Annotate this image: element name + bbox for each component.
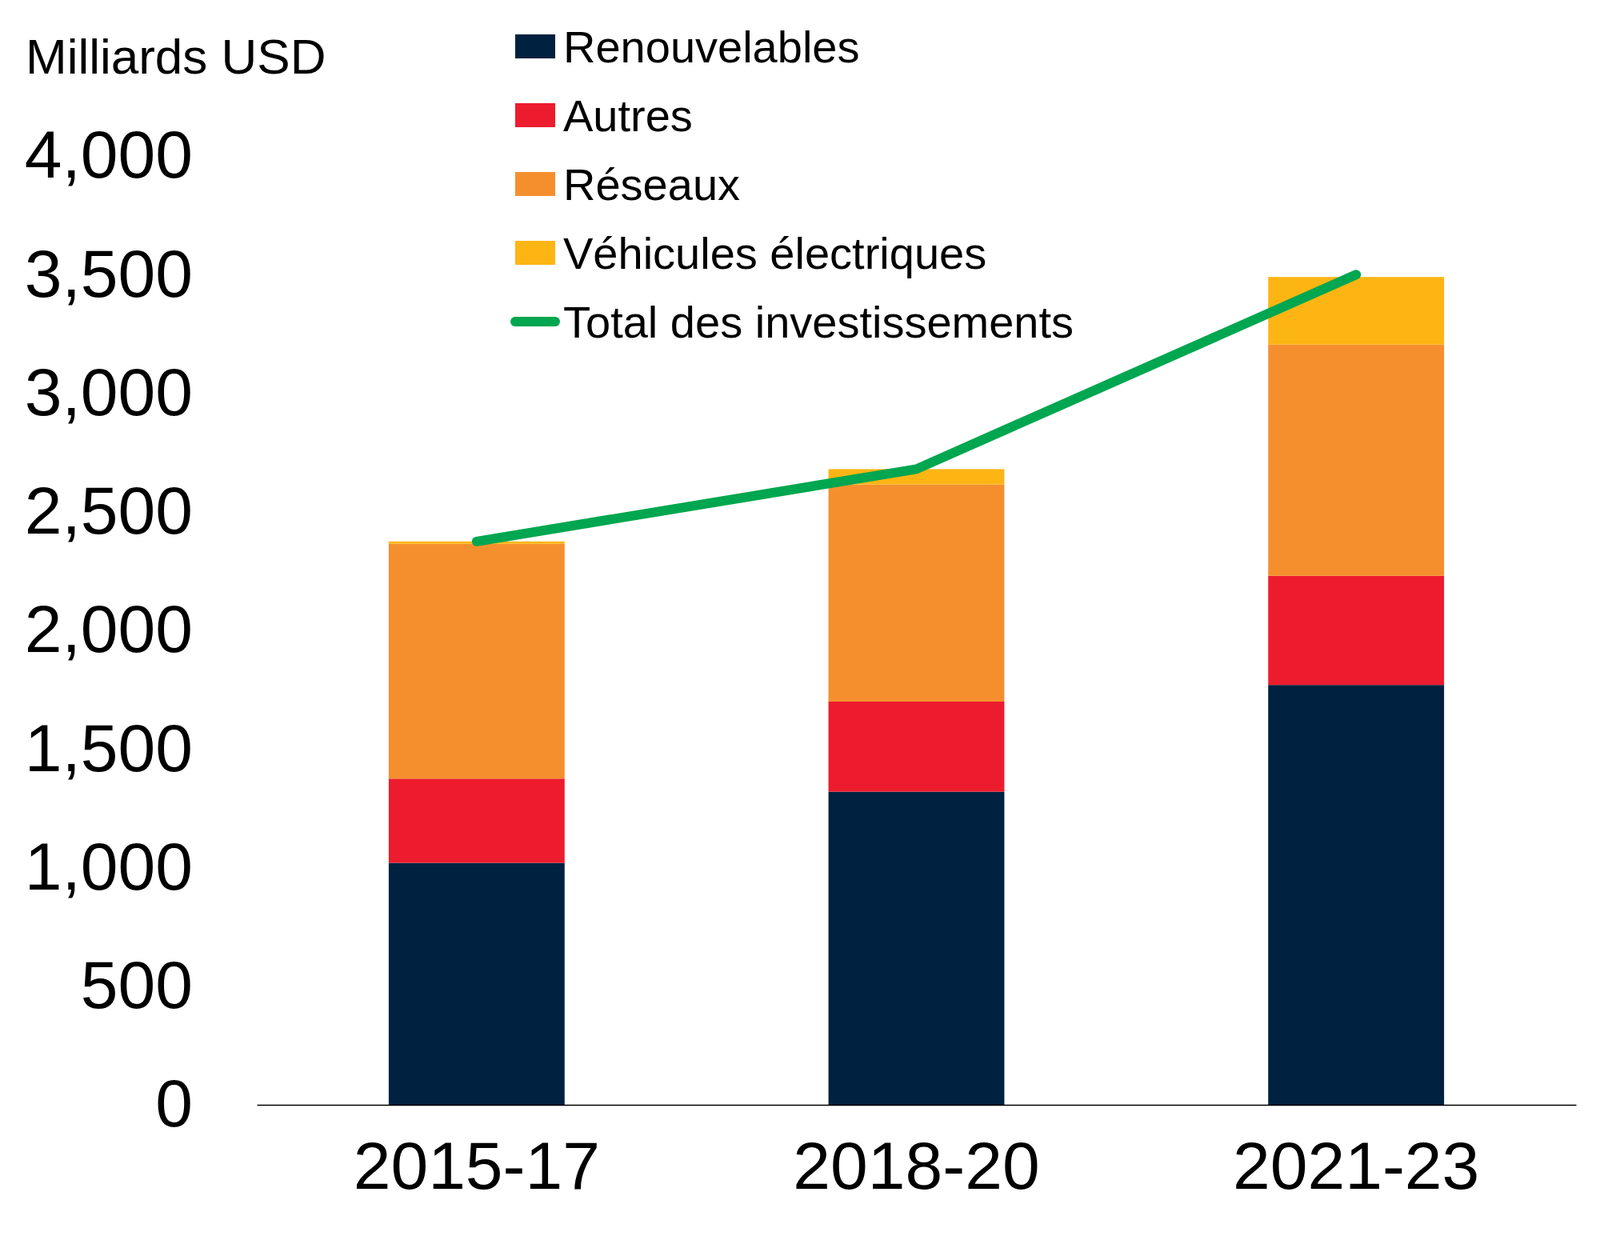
legend-item: Renouvelables (515, 21, 860, 72)
y-tick-label: 1,500 (24, 710, 193, 786)
legend-swatch (515, 172, 556, 196)
legend-swatch (515, 103, 556, 128)
legend-label: Autres (563, 90, 693, 141)
bar (1268, 576, 1444, 685)
bar (1268, 684, 1444, 1105)
y-tick: 500 (80, 947, 257, 1023)
x-tick: 2015-17 (353, 1104, 600, 1204)
legend-label: Véhicules électriques (563, 228, 987, 279)
chart: 0 500 1,000 1,500 2,000 2,500 3,000 3,500 4,000 M… (0, 0, 1600, 1236)
y-tick-label: 3,000 (24, 354, 193, 430)
legend-label: Renouvelables (563, 21, 860, 72)
legend-item: Réseaux (515, 159, 740, 210)
y-tick: 0 (155, 1065, 257, 1141)
y-tick: 3,500 (24, 236, 257, 312)
x-tick: 2021-23 (1232, 1104, 1480, 1204)
y-axis: 0 500 1,000 1,500 2,000 2,500 3,000 3,500 4,000 (24, 116, 258, 1141)
y-tick: 1,500 (24, 710, 257, 786)
line (476, 274, 1356, 542)
y-tick: 4,000 (24, 116, 257, 192)
legend-swatch (515, 34, 556, 59)
y-tick-label: 2,500 (24, 472, 193, 548)
bar-series (388, 344, 1444, 780)
plot-area (388, 274, 1444, 1105)
bar (388, 778, 565, 863)
bar (388, 863, 565, 1105)
legend-item: Véhicules électriques (515, 228, 987, 279)
y-tick: 1,000 (24, 828, 257, 904)
legend: Renouvelables Autres Réseaux Véhicules élec… (515, 21, 1074, 348)
legend-item: Total des investissements (515, 296, 1074, 348)
bar (388, 544, 565, 780)
bar (828, 701, 1005, 792)
bar (828, 484, 1005, 702)
y-tick-label: 0 (155, 1065, 193, 1141)
legend-item: Autres (515, 90, 693, 141)
y-axis-title: Milliards USD (25, 28, 326, 84)
y-tick: 2,000 (24, 591, 257, 667)
x-axis-line (257, 1104, 1577, 1107)
x-tick-label: 2021-23 (1232, 1128, 1480, 1204)
legend-swatch (515, 316, 556, 327)
y-tick-label: 1,000 (24, 828, 193, 904)
x-tick: 2018-20 (792, 1104, 1040, 1204)
y-tick-label: 3,500 (24, 236, 193, 312)
x-axis: 2015-17 2018-20 2021-23 (257, 1104, 1577, 1204)
bar (1268, 344, 1444, 576)
y-tick: 2,500 (24, 472, 257, 548)
y-tick-label: 4,000 (24, 116, 193, 192)
x-tick-label: 2018-20 (792, 1128, 1040, 1204)
legend-swatch (515, 240, 556, 265)
y-tick-label: 2,000 (24, 591, 193, 667)
y-tick-label: 500 (80, 947, 193, 1023)
bar (1268, 276, 1444, 345)
bar-series (388, 276, 1444, 544)
legend-label: Total des investissements (563, 296, 1074, 348)
y-tick: 3,000 (24, 354, 257, 430)
x-tick-label: 2015-17 (353, 1128, 600, 1204)
y-axis-line (256, 156, 258, 1106)
bar (828, 792, 1005, 1105)
legend-label: Réseaux (563, 159, 740, 210)
